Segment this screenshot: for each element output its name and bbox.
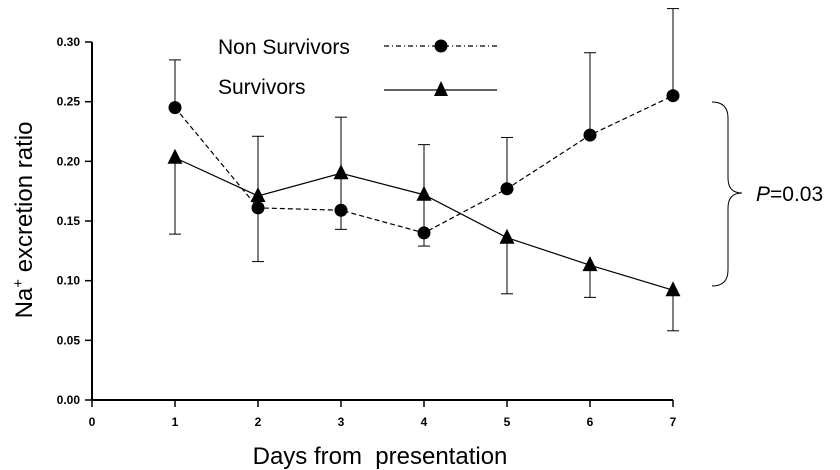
data-point-survivors (250, 186, 266, 202)
y-axis-title-main: Na (11, 287, 38, 318)
data-point-survivors (333, 164, 349, 180)
x-tick-label: 3 (338, 415, 345, 429)
legend-label-survivors: Survivors (218, 76, 306, 99)
x-axis-title: Days from presentation (253, 443, 508, 470)
y-axis-title-rest: excretion ratio (11, 122, 38, 279)
p-value-rest: =0.03 (770, 183, 823, 206)
y-tick-label: 0.10 (57, 274, 81, 288)
x-tick-label: 1 (172, 415, 179, 429)
data-point-survivors (416, 185, 432, 201)
x-tick-label: 6 (587, 415, 594, 429)
y-axis-title: Na+ excretion ratio (10, 122, 38, 319)
legend-marker-survivors (434, 81, 448, 96)
data-point-survivors (499, 228, 515, 244)
data-point-survivors (167, 148, 183, 164)
data-point-survivors (582, 256, 598, 272)
significance-bracket (711, 101, 743, 287)
p-value-label: P=0.03 (756, 183, 823, 206)
series-markers (167, 89, 681, 297)
legend: Non Survivors Survivors (218, 36, 497, 99)
p-value-italic: P (756, 183, 770, 206)
legend-label-non-survivors: Non Survivors (218, 36, 350, 59)
legend-item-survivors: Survivors (218, 76, 497, 99)
x-tick-label: 4 (421, 415, 428, 429)
y-tick-label: 0.30 (57, 35, 81, 49)
y-tick-label: 0.05 (57, 333, 81, 347)
y-ticks: 0.00 0.05 0.10 0.15 0.20 0.25 0.30 (57, 35, 92, 407)
y-tick-label: 0.20 (57, 154, 81, 168)
data-point-non-survivors (251, 201, 265, 215)
y-tick-label: 0.00 (57, 393, 81, 407)
x-tick-label: 2 (255, 415, 262, 429)
x-ticks: 0 1 2 3 4 5 6 7 (89, 400, 677, 429)
data-point-non-survivors (500, 182, 514, 196)
x-tick-label: 7 (670, 415, 677, 429)
legend-item-non-survivors: Non Survivors (218, 36, 497, 59)
y-tick-label: 0.15 (57, 214, 81, 228)
data-point-non-survivors (417, 226, 431, 240)
data-point-non-survivors (666, 89, 680, 103)
data-point-non-survivors (334, 203, 348, 217)
data-point-survivors (665, 281, 681, 297)
data-point-non-survivors (168, 101, 182, 115)
y-tick-label: 0.25 (57, 95, 81, 109)
x-tick-label: 0 (89, 415, 96, 429)
data-point-non-survivors (583, 128, 597, 142)
legend-marker-non-survivors (434, 39, 448, 53)
y-axis-title-sup: + (10, 279, 27, 288)
x-tick-label: 5 (504, 415, 511, 429)
significance-annotation: P=0.03 (711, 101, 823, 287)
